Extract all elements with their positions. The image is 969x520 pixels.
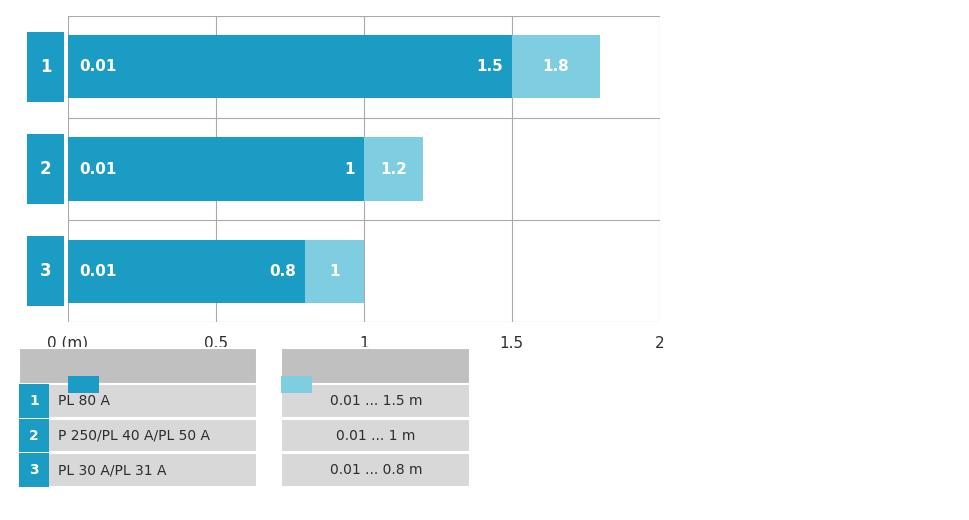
Text: 0.01 ... 0.8 m: 0.01 ... 0.8 m: [329, 463, 422, 477]
Bar: [68, 137, 363, 201]
Bar: [68, 240, 304, 303]
Text: PL 30 A/PL 31 A: PL 30 A/PL 31 A: [58, 463, 167, 477]
Text: 3: 3: [40, 262, 51, 280]
Text: P 250/PL 40 A/PL 50 A: P 250/PL 40 A/PL 50 A: [58, 428, 210, 443]
Text: 1.2: 1.2: [380, 162, 406, 176]
Text: 2: 2: [40, 160, 51, 178]
Text: 1: 1: [29, 394, 39, 408]
Text: 3: 3: [29, 463, 39, 477]
Text: Operating range: Operating range: [110, 378, 236, 392]
Text: 0.01 ... 1 m: 0.01 ... 1 m: [336, 428, 415, 443]
Text: 0.01: 0.01: [79, 59, 117, 74]
Text: 2: 2: [29, 428, 39, 443]
Text: 1: 1: [40, 58, 51, 76]
Bar: [68, 137, 422, 201]
Text: 1: 1: [344, 162, 355, 176]
Text: Scanning range,: Scanning range,: [324, 370, 449, 384]
Text: 0.8: 0.8: [268, 264, 296, 279]
Text: 1.5: 1.5: [476, 59, 502, 74]
Bar: [68, 240, 363, 303]
Text: 1: 1: [328, 264, 339, 279]
Text: 0.01: 0.01: [79, 264, 117, 279]
Text: PL 80 A: PL 80 A: [58, 394, 110, 408]
Text: 0.01 ... 1.5 m: 0.01 ... 1.5 m: [329, 394, 422, 408]
Bar: [68, 35, 600, 98]
Bar: [68, 35, 512, 98]
Text: Reflector type: Reflector type: [79, 359, 197, 373]
Text: 0.01: 0.01: [79, 162, 117, 176]
Text: Operating range: Operating range: [307, 359, 444, 373]
Text: 1.8: 1.8: [542, 59, 569, 74]
Text: max. typical: max. typical: [324, 391, 418, 405]
